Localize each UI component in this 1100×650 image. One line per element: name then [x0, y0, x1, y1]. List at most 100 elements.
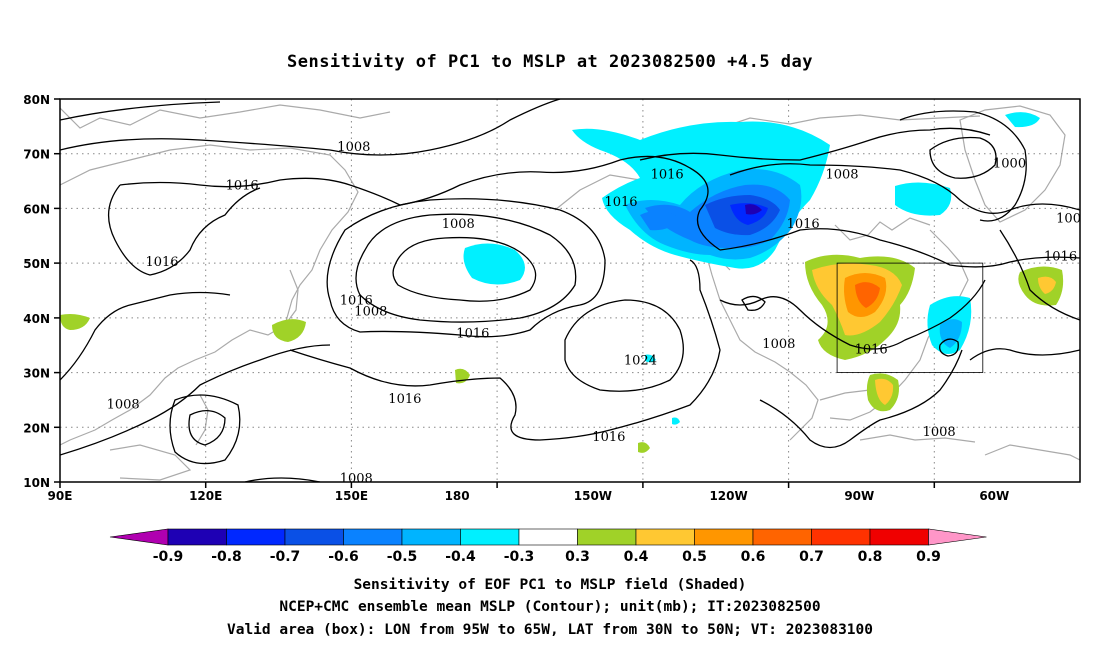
contour-label: 1024 — [624, 354, 657, 369]
shade-neg-small-1 — [645, 354, 656, 363]
lat-label: 60N — [23, 202, 50, 216]
contour-labels: 1008 1016 1016 1016 1008 1008 1016 1016 1008 1008… — [107, 140, 1089, 486]
shade-pos-core-3 — [855, 282, 880, 308]
contour-label: 1016 — [855, 343, 888, 358]
lon-label: 90E — [48, 489, 73, 503]
contour-label: 1008 — [340, 471, 373, 486]
map-area: 1008 1016 1016 1016 1008 1008 1016 1016 1008 1008… — [60, 99, 1089, 486]
colorbar-label: -0.8 — [211, 549, 242, 565]
contour-1008-typhoon-2 — [169, 394, 241, 465]
colorbar: -0.9 -0.8 -0.7 -0.6 -0.5 -0.4 -0.3 0.3 0.4 0.5 0.6… — [109, 528, 987, 565]
map-frame — [59, 98, 1081, 483]
contour-label: 1008 — [1056, 211, 1089, 226]
colorbar-swatch — [811, 528, 871, 546]
colorbar-swatch — [343, 528, 403, 546]
contour-1008-north — [60, 99, 561, 156]
colorbar-swatch — [694, 528, 754, 546]
contour-1016-na-east — [719, 228, 1080, 268]
colorbar-label: 0.7 — [799, 549, 824, 565]
shade-pos-small-2 — [638, 442, 650, 453]
mslp-contours — [60, 99, 1080, 482]
lat-label: 80N — [23, 93, 50, 107]
colorbar-label: -0.3 — [504, 549, 535, 565]
contour-1008-tropics — [60, 291, 231, 381]
contour-label: 1016 — [1044, 250, 1077, 265]
contour-label: 1016 — [388, 392, 421, 407]
lat-label: 10N — [23, 476, 50, 490]
colorbar-swatch — [284, 528, 344, 546]
lon-label: 150W — [574, 489, 612, 503]
colorbar-swatch — [167, 528, 227, 546]
coastline-south-america — [984, 444, 1080, 461]
shade-pos-atlantic-core — [1038, 276, 1056, 294]
footer-line-2: NCEP+CMC ensemble mean MSLP (Contour); u… — [279, 599, 820, 615]
contour-1008-dateline-outer — [355, 213, 577, 323]
lat-label: 50N — [23, 257, 50, 271]
contour-1008-typhoon-1 — [188, 410, 226, 446]
colorbar-swatch — [226, 528, 286, 546]
contour-1016-atlantic-south — [969, 348, 1080, 361]
colorbar-label: -0.7 — [270, 549, 301, 565]
contour-label: 1016 — [787, 217, 820, 232]
contour-label: 1008 — [923, 425, 956, 440]
shade-neg-dateline — [463, 243, 525, 285]
lon-label: 90W — [844, 489, 874, 503]
contour-label: 1016 — [651, 168, 684, 183]
coastline-na-east — [829, 229, 969, 421]
colorbar-swatch — [869, 528, 929, 546]
lon-label: 120W — [709, 489, 747, 503]
shade-pos-japan — [272, 319, 306, 342]
colorbar-label: 0.5 — [682, 549, 707, 565]
contour-1016-dateline — [326, 198, 606, 338]
coastline-arctic-asia — [60, 104, 391, 129]
contour-label: 1008 — [354, 304, 387, 319]
contour-label: 1016 — [592, 430, 625, 445]
figure-title: Sensitivity of PC1 to MSLP at 2023082500… — [287, 52, 813, 72]
contour-1016-gulf — [759, 349, 963, 449]
contour-1008-na — [639, 127, 991, 161]
shade-pos-gulf-core — [875, 378, 894, 405]
colorbar-arrow-min — [109, 528, 169, 546]
contour-label: 1008 — [107, 397, 140, 412]
contour-1016-southern — [60, 344, 331, 456]
lon-label: 150E — [335, 489, 368, 503]
contour-1016-na-mid — [719, 279, 986, 350]
shade-pos-west-edge — [60, 314, 90, 330]
footer-line-3: Valid area (box): LON from 95W to 65W, L… — [227, 622, 873, 638]
contour-label: 1008 — [762, 337, 795, 352]
contour-1008-bottom — [244, 477, 321, 482]
coastline-borneo — [109, 444, 192, 481]
lat-axis: 80N 70N 60N 50N 40N 30N 20N 10N — [23, 93, 50, 490]
colorbar-arrow-max — [928, 528, 987, 546]
lat-label: 70N — [23, 148, 50, 162]
coastline-asia — [60, 144, 359, 446]
contour-1008-dateline-inner — [392, 236, 537, 302]
contour-1008-na-east — [899, 110, 1027, 222]
contour-1008-arctic — [60, 101, 221, 121]
colorbar-label: 0.9 — [916, 549, 941, 565]
contour-1000-low — [929, 136, 997, 179]
colorbar-swatch — [577, 528, 637, 546]
lon-label: 120E — [189, 489, 222, 503]
contour-label: 1008 — [337, 140, 370, 155]
shade-neg-small-2 — [672, 417, 680, 425]
contour-1008-atlantic-low — [939, 338, 959, 357]
tick-marks — [54, 98, 936, 488]
colorbar-swatch — [460, 528, 520, 546]
contour-1016-subtropical — [289, 259, 721, 441]
coastline-philippines — [195, 394, 209, 446]
colorbar-label: -0.6 — [328, 549, 359, 565]
coastline-greenland — [959, 105, 1066, 223]
shade-neg-arctic — [1005, 112, 1040, 128]
contour-label: 1016 — [456, 326, 489, 341]
colorbar-label: 0.6 — [741, 549, 766, 565]
contour-label: 1016 — [604, 195, 637, 210]
colorbar-swatch — [401, 528, 461, 546]
lon-axis: 90E 120E 150E 180 150W 120W 90W 60W — [48, 489, 1010, 503]
colorbar-label: 0.4 — [624, 549, 649, 565]
lat-label: 40N — [23, 312, 50, 326]
coastline-caribbean — [859, 434, 976, 443]
lat-label: 30N — [23, 367, 50, 381]
shade-neg-core-5 — [745, 204, 762, 215]
